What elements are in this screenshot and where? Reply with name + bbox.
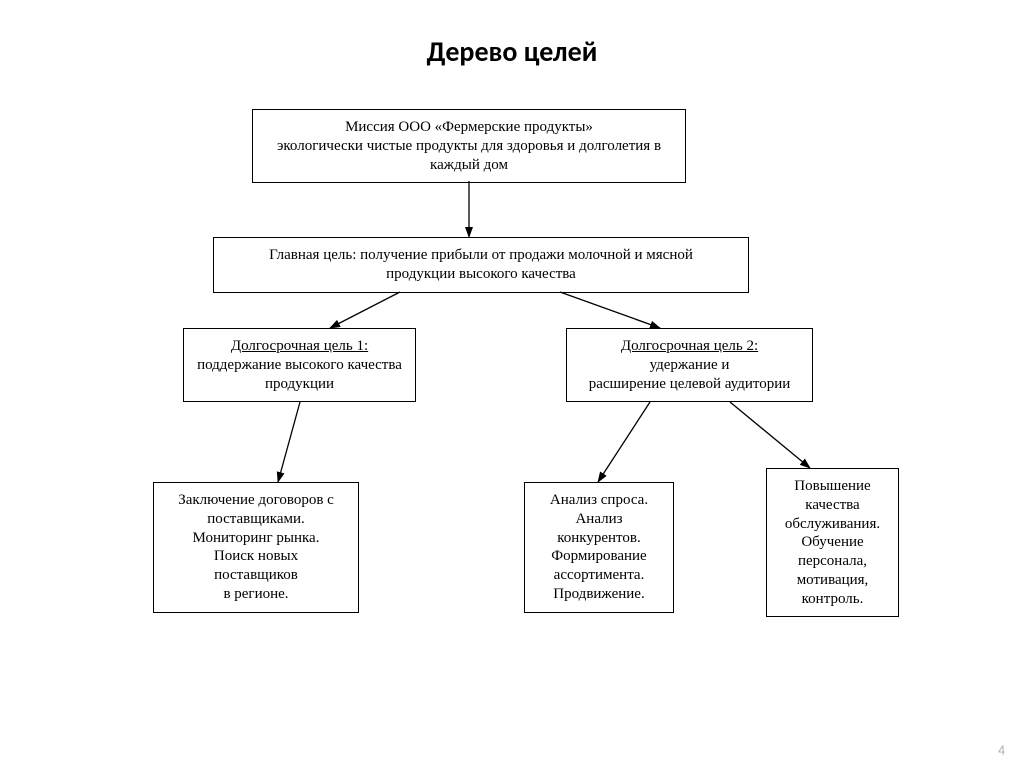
node-task-2: Анализ спроса. Анализ конкурентов. Формиров… [524,482,674,613]
edge-goal1-to-task1 [278,402,300,482]
node-goal-1: Долгосрочная цель 1:поддержание высокого… [183,328,416,402]
node-line: ассортимента. [554,567,645,583]
node-mission: Миссия ООО «Фермерские продукты» экологич… [252,109,686,183]
node-goal-2: Долгосрочная цель 2:удержание и расширени… [566,328,813,402]
node-line: Анализ [575,511,622,527]
node-line: в регионе. [223,586,288,602]
node-line: обслуживания. [785,516,880,532]
node-line: экологически чистые продукты для здоровь… [277,138,661,154]
node-line: Миссия ООО «Фермерские продукты» [345,119,593,135]
node-main-goal: Главная цель: получение прибыли от прода… [213,237,749,293]
node-line: Формирование [551,548,646,564]
edge-main_goal-to-goal2 [560,292,660,328]
node-line: Продвижение. [553,586,644,602]
node-line: поставщиками. [207,511,305,527]
edge-goal2-to-task2 [598,402,650,482]
node-line: Повышение [794,478,870,494]
node-task-1: Заключение договоров с поставщиками. Монит… [153,482,359,613]
node-line: Главная цель: получение прибыли от прода… [269,247,693,263]
node-header: Долгосрочная цель 1: [194,337,405,356]
node-line: персонала, [798,553,867,569]
node-line: удержание и [650,357,730,373]
node-line: качества [805,497,859,513]
node-line: поддержание высокого качества [197,357,402,373]
node-line: Заключение договоров с [178,492,334,508]
edge-goal2-to-task3 [730,402,810,468]
node-line: каждый дом [430,157,508,173]
edge-main_goal-to-goal1 [330,292,400,328]
node-line: Мониторинг рынка. [193,530,320,546]
node-header: Долгосрочная цель 2: [577,337,802,356]
node-line: продукции [265,376,334,392]
node-line: Поиск новых [214,548,298,564]
node-line: мотивация, [797,572,869,588]
node-line: конкурентов. [557,530,641,546]
diagram-title: Дерево целей [312,34,712,69]
node-line: продукции высокого качества [386,266,576,282]
node-line: Анализ спроса. [550,492,648,508]
node-line: контроль. [802,591,864,607]
node-line: расширение целевой аудитории [589,376,791,392]
node-task-3: Повышение качества обслуживания. Обучение пе… [766,468,899,617]
node-line: Обучение [801,534,863,550]
page-number: 4 [998,742,1005,759]
node-line: поставщиков [214,567,298,583]
